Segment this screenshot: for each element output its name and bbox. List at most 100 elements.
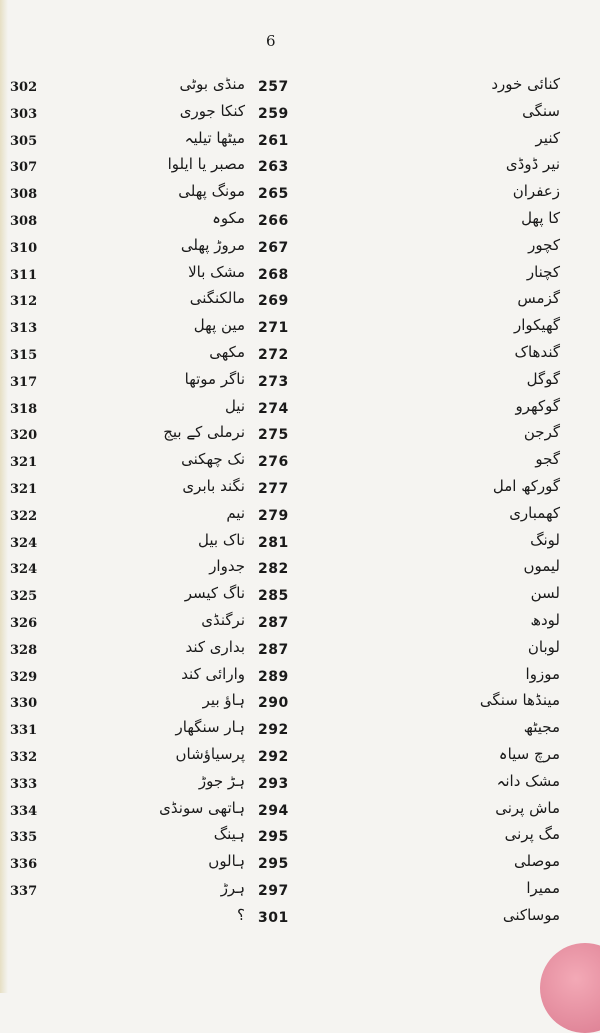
- index-row: 322 نیم 279 کھمباری: [0, 503, 600, 530]
- left-page-number: 315: [10, 347, 38, 363]
- index-row: 331 ہار سنگھار 292 مجیٹھ: [0, 717, 600, 744]
- right-page-number: 271: [258, 320, 289, 337]
- finger-blur: [540, 943, 600, 1033]
- left-entry: نیم: [226, 503, 245, 522]
- right-page-number: 285: [258, 588, 289, 605]
- right-entry: گندھاک: [514, 342, 560, 361]
- left-page-number: 310: [10, 240, 38, 256]
- left-entry: مصبر یا ایلوا: [167, 155, 245, 174]
- left-page-number: 308: [10, 187, 38, 203]
- left-page-number: 321: [10, 481, 38, 497]
- left-entry: پرسیاؤشاں: [175, 744, 245, 763]
- page-number: 6: [266, 32, 276, 50]
- left-entry: نرملی کے بیج: [163, 423, 245, 442]
- right-entry: گزمس: [517, 289, 560, 308]
- left-entry: وارائی کند: [181, 664, 245, 683]
- right-entry: مگ پرنی: [504, 825, 560, 844]
- index-row: 329 وارائی کند 289 موزوا: [0, 664, 600, 691]
- left-page-number: 325: [10, 589, 38, 605]
- index-row: 330 ہاؤ بیر 290 مینڈھا سنگی: [0, 690, 600, 717]
- left-entry: ہار سنگھار: [175, 718, 245, 737]
- left-page-number: 311: [10, 267, 38, 283]
- left-entry: ہڑ جوڑ: [198, 771, 245, 790]
- right-entry: گوکھرو: [515, 396, 560, 415]
- index-row: 321 نگند بابری 277 گورکھ امل: [0, 476, 600, 503]
- left-page-number: 303: [10, 106, 38, 122]
- index-row: 321 نک چھکنی 276 گجو: [0, 449, 600, 476]
- left-entry: مکوہ: [212, 208, 245, 227]
- right-entry: مشک دانہ: [496, 771, 560, 790]
- left-page-number: 317: [10, 374, 38, 390]
- left-page-number: 334: [10, 803, 38, 819]
- right-page-number: 287: [258, 641, 289, 658]
- right-page-number: 267: [258, 239, 289, 256]
- right-entry: لودھ: [530, 610, 560, 629]
- left-entry: مالکنگنی: [189, 289, 245, 308]
- right-page-number: 290: [258, 695, 289, 712]
- right-page-number: 301: [258, 909, 289, 926]
- right-entry: مرچ سیاہ: [498, 744, 560, 763]
- right-page-number: 273: [258, 373, 289, 390]
- right-page-number: 294: [258, 802, 289, 819]
- right-entry: مجیٹھ: [523, 718, 560, 737]
- right-page-number: 292: [258, 722, 289, 739]
- left-page-number: 335: [10, 830, 38, 846]
- index-row: 313 مین پھل 271 گھیکوار: [0, 315, 600, 342]
- left-page-number: 337: [10, 883, 38, 899]
- index-row: 315 مکھی 272 گندھاک: [0, 342, 600, 369]
- right-entry: کچور: [528, 235, 560, 254]
- left-entry: نگند بابری: [182, 476, 245, 495]
- right-entry: گجو: [535, 450, 560, 469]
- left-page-number: 324: [10, 562, 38, 578]
- index-row: 336 ہالوں 295 موصلی: [0, 851, 600, 878]
- left-page-number: 312: [10, 294, 38, 310]
- index-row: 317 ناگر موتھا 273 گوگل: [0, 369, 600, 396]
- index-row: 305 میٹھا تیلیہ 261 کنیر: [0, 128, 600, 155]
- left-entry: مونگ پھلی: [178, 182, 245, 201]
- right-page-number: 274: [258, 400, 289, 417]
- right-page-number: 295: [258, 829, 289, 846]
- left-page-number: 326: [10, 615, 38, 631]
- left-entry: منڈی بوٹی: [179, 75, 245, 93]
- index-row: 310 مروڑ پھلی 267 کچور: [0, 235, 600, 262]
- right-page-number: 263: [258, 159, 289, 176]
- index-row: 311 مشک بالا 268 کچنار: [0, 262, 600, 289]
- left-entry: نک چھکنی: [181, 450, 245, 469]
- index-row: 320 نرملی کے بیج 275 گرجن: [0, 422, 600, 449]
- right-entry: کنائی خورد: [491, 75, 560, 93]
- left-page-number: 302: [10, 80, 38, 95]
- right-page-number: 293: [258, 775, 289, 792]
- index-row: 332 پرسیاؤشاں 292 مرچ سیاہ: [0, 744, 600, 771]
- left-page-number: 330: [10, 696, 38, 712]
- left-page-number: 320: [10, 428, 38, 444]
- index-row: 337 ہرڑ 297 ممیرا: [0, 878, 600, 905]
- left-entry: مین پھل: [193, 316, 245, 335]
- right-entry: کچنار: [526, 262, 560, 281]
- right-page-number: 279: [258, 507, 289, 524]
- left-entry: ہینگ: [213, 825, 245, 844]
- left-entry: میٹھا تیلیہ: [184, 128, 245, 147]
- index-row: 324 جدوار 282 لیموں: [0, 556, 600, 583]
- right-page-number: 295: [258, 856, 289, 873]
- right-entry: گورکھ امل: [492, 476, 560, 495]
- left-page-number: 305: [10, 133, 38, 149]
- right-entry: موساکنی: [502, 905, 560, 924]
- index-row: 308 مکوہ 266 کا پھل: [0, 208, 600, 235]
- right-page-number: 269: [258, 293, 289, 310]
- index-row: 334 ہاتھی سونڈی 294 ماش پرنی: [0, 798, 600, 825]
- page-edge: [0, 0, 8, 993]
- right-entry: ممیرا: [526, 878, 560, 897]
- left-entry: ہرڑ: [220, 878, 245, 897]
- right-entry: گھیکوار: [513, 316, 560, 335]
- index-row: 324 ناک بیل 281 لونگ: [0, 530, 600, 557]
- left-page-number: 329: [10, 669, 38, 685]
- right-entry: لیموں: [523, 557, 560, 576]
- index-list: 302 منڈی بوٹی 257 کنائی خورد 303 کنکا جوری 259…: [0, 74, 600, 932]
- index-row: ؟ 301 موساکنی: [0, 905, 600, 932]
- right-page-number: 297: [258, 882, 289, 899]
- index-row: 328 بداری کند 287 لوبان: [0, 637, 600, 664]
- left-entry: ؟: [237, 905, 245, 924]
- right-page-number: 276: [258, 454, 289, 471]
- left-entry: ناک بیل: [198, 530, 245, 549]
- right-entry: سنگی: [522, 101, 560, 120]
